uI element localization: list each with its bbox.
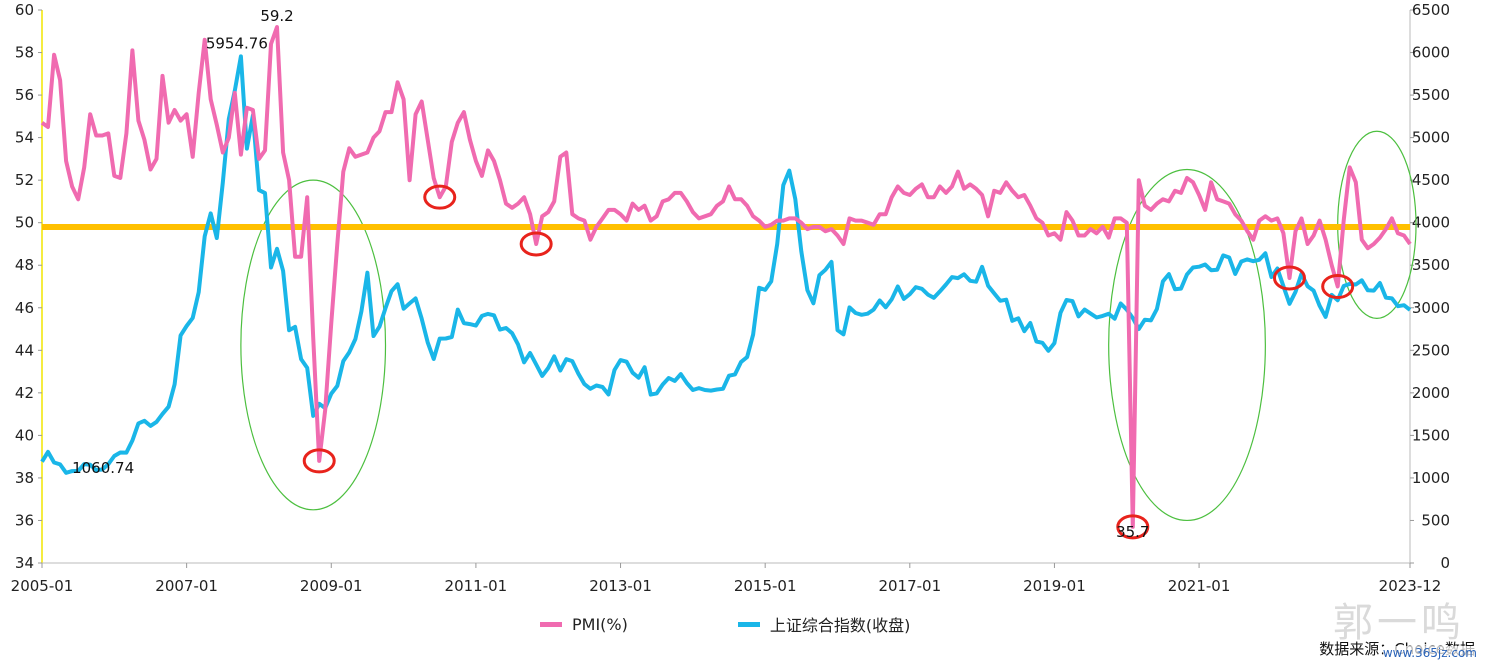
y-right-tick-label: 0 xyxy=(1440,554,1450,572)
legend-item-sse: 上证综合指数(收盘) xyxy=(737,612,911,636)
y-right-tick-label: 5000 xyxy=(1412,129,1450,147)
y-right-tick-label: 5500 xyxy=(1412,86,1450,104)
legend-label-pmi: PMI(%) xyxy=(572,614,628,634)
red-highlight-circle xyxy=(1272,265,1306,291)
legend-item-pmi: PMI(%) xyxy=(540,612,628,636)
red-highlight-circle xyxy=(1116,514,1150,540)
axes: 34 36 38 40 42 44 46 48 50 52 54 56 58 60 0 500 1000 1500… xyxy=(11,1,1450,595)
y-right-tick-label: 6500 xyxy=(1412,1,1450,19)
y-left-tick-label: 58 xyxy=(15,44,34,62)
y-left-tick-label: 42 xyxy=(15,384,34,402)
y-left-tick-label: 52 xyxy=(15,171,34,189)
y-right-tick-label: 6000 xyxy=(1412,44,1450,62)
red-highlight-circle xyxy=(1321,274,1355,299)
y-left-tick-label: 60 xyxy=(15,1,34,19)
pmi-line xyxy=(40,25,1412,529)
x-tick-label: 2009-01 xyxy=(300,577,363,595)
y-right-tick-label: 4000 xyxy=(1412,214,1450,232)
y-left-tick-label: 56 xyxy=(15,86,34,104)
y-left-tick-label: 48 xyxy=(15,256,34,274)
sse-index-line xyxy=(40,54,1412,475)
y-left-tick-label: 44 xyxy=(15,341,34,359)
legend: PMI(%) 上证综合指数(收盘) xyxy=(540,612,910,636)
site-watermark: www.365jz.com xyxy=(1382,646,1477,660)
y-left-tick-label: 46 xyxy=(15,299,34,317)
y-left-tick-label: 36 xyxy=(15,511,34,529)
red-highlight-circle xyxy=(423,184,457,210)
value-annotation: 59.2 xyxy=(260,7,293,25)
value-annotation: 1060.74 xyxy=(72,459,134,477)
y-right-tick-label: 1000 xyxy=(1412,469,1450,487)
y-left-tick-label: 50 xyxy=(15,214,34,232)
y-right-tick-label: 3000 xyxy=(1412,299,1450,317)
green-highlight-ellipse xyxy=(1108,168,1266,522)
red-highlight-circles xyxy=(302,184,1355,540)
red-highlight-circle xyxy=(302,448,336,474)
green-highlight-ellipse xyxy=(240,179,387,511)
x-tick-label: 2019-01 xyxy=(1023,577,1086,595)
x-tick-label: 2011-01 xyxy=(445,577,508,595)
watermark: 郭一鸣 xyxy=(1333,600,1465,646)
x-tick-label: 2007-01 xyxy=(155,577,218,595)
y-left-tick-label: 54 xyxy=(15,129,34,147)
y-right-tick-label: 2500 xyxy=(1412,341,1450,359)
value-annotation: 5954.76 xyxy=(206,34,268,52)
x-tick-label: 2013-01 xyxy=(589,577,652,595)
y-right-tick-label: 4500 xyxy=(1412,171,1450,189)
y-left-tick-label: 40 xyxy=(15,426,34,444)
y-left-tick-label: 38 xyxy=(15,469,34,487)
value-annotation: 35.7 xyxy=(1116,523,1149,541)
legend-swatch-pmi xyxy=(540,621,562,627)
y-left-tick-label: 34 xyxy=(15,554,34,572)
legend-label-sse: 上证综合指数(收盘) xyxy=(769,616,911,635)
x-tick-label: 2021-01 xyxy=(1168,577,1231,595)
y-right-tick-label: 500 xyxy=(1421,511,1450,529)
x-tick-label: 2023-12 xyxy=(1379,577,1442,595)
x-tick-label: 2015-01 xyxy=(734,577,797,595)
highlight-ellipses xyxy=(240,130,1417,522)
y-right-tick-label: 3500 xyxy=(1412,256,1450,274)
x-tick-label: 2005-01 xyxy=(11,577,74,595)
y-right-tick-label: 1500 xyxy=(1412,426,1450,444)
y-right-tick-label: 2000 xyxy=(1412,384,1450,402)
legend-swatch-sse xyxy=(737,621,760,627)
red-highlight-circle xyxy=(519,231,553,257)
x-tick-label: 2017-01 xyxy=(878,577,941,595)
value-annotations: 59.2 5954.76 1060.74 35.7 xyxy=(72,7,1149,541)
